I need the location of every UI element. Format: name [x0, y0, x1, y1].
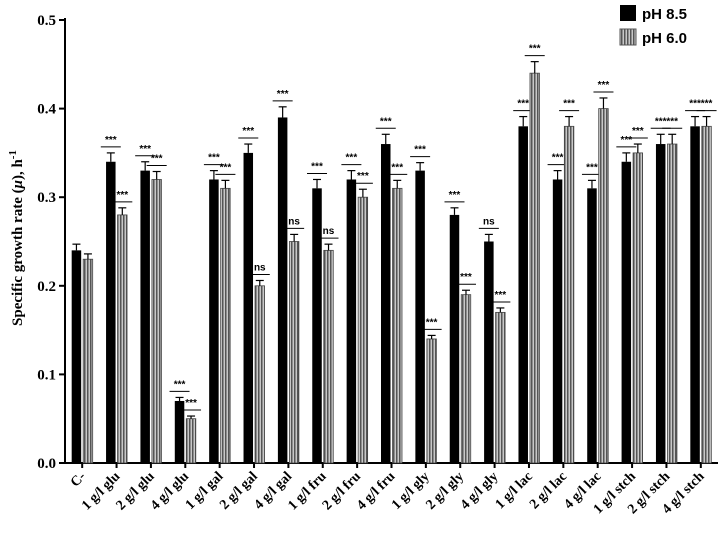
bar-ph85 — [587, 188, 597, 463]
significance-label: *** — [185, 398, 197, 409]
significance-label: *** — [380, 116, 392, 127]
bar-ph85 — [655, 144, 666, 464]
bar-ph85 — [106, 161, 116, 463]
bar-ph60 — [426, 338, 437, 464]
bar-ph85 — [312, 188, 322, 463]
x-tick-label: 4 g/l gly — [458, 469, 502, 513]
x-tick-label: 4 g/l fru — [354, 469, 398, 513]
x-tick-label: 1 g/l lac — [493, 469, 536, 512]
bar-ph85 — [415, 170, 425, 463]
significance-label: *** — [495, 290, 507, 301]
x-tick-label: C- — [68, 469, 89, 490]
plot-area: 0.00.10.20.30.40.5C-******1 g/l glu*****… — [37, 13, 718, 517]
y-tick-label: 0.1 — [37, 367, 56, 383]
bar-ph60 — [117, 214, 128, 464]
significance-label: *** — [357, 171, 369, 182]
bar-ph60 — [495, 311, 506, 464]
bar-ph85 — [209, 179, 219, 464]
bar-ph85 — [277, 117, 288, 464]
legend: pH 8.5 pH 6.0 — [619, 5, 687, 47]
bar-ph85 — [243, 152, 254, 463]
significance-label: *** — [689, 99, 701, 110]
significance-label: *** — [311, 161, 323, 172]
bar-ph60 — [598, 108, 609, 464]
y-axis-title-exp: -1 — [7, 150, 19, 159]
y-tick-label: 0.5 — [37, 13, 56, 29]
significance-label: *** — [529, 44, 541, 55]
y-tick-label: 0.4 — [37, 102, 56, 118]
bar-ph85 — [140, 170, 150, 463]
bar-ph85 — [174, 400, 185, 463]
bar-ph85 — [484, 241, 494, 463]
legend-swatch-ph60 — [619, 28, 637, 46]
significance-label: *** — [426, 317, 438, 328]
bar-ph60 — [220, 187, 231, 464]
bar-ph60 — [185, 418, 197, 464]
significance-label: *** — [666, 116, 678, 127]
bar-ph85 — [449, 214, 460, 463]
significance-label: ns — [483, 216, 495, 227]
legend-label-ph85: pH 8.5 — [642, 6, 687, 23]
bar-ph60 — [151, 179, 162, 464]
bar-ph85 — [690, 126, 700, 463]
significance-label: *** — [346, 153, 358, 164]
bar-ph60 — [392, 187, 403, 464]
bar-ph60 — [460, 294, 472, 464]
svg-text:Specific growth rate (μ), h-1: Specific growth rate (μ), h-1 — [7, 150, 26, 326]
bar-ph60 — [701, 125, 712, 464]
bar-ph85 — [518, 126, 528, 463]
bar-ph60 — [667, 143, 678, 464]
significance-label: *** — [391, 162, 403, 173]
significance-label: *** — [620, 135, 632, 146]
y-axis-title-tail: ), h — [10, 159, 26, 180]
significance-label: *** — [586, 162, 598, 173]
bar-ph60 — [323, 249, 334, 464]
bar-ph60 — [563, 125, 575, 464]
bar-ph60 — [529, 72, 540, 464]
significance-label: *** — [563, 99, 575, 110]
bar-ph60 — [288, 241, 300, 464]
y-axis-title: Specific growth rate (μ), h-1 — [7, 150, 26, 326]
y-tick-label: 0.3 — [37, 190, 56, 206]
significance-label: *** — [151, 154, 163, 165]
bar-ph85 — [552, 179, 563, 464]
significance-label: *** — [701, 99, 713, 110]
bar-ph60 — [82, 258, 94, 464]
y-tick-label: 0.2 — [37, 279, 56, 295]
significance-label: *** — [116, 190, 128, 201]
bar-ph85 — [381, 144, 391, 464]
significance-label: *** — [449, 190, 461, 201]
significance-label: *** — [598, 80, 610, 91]
bar-ph85 — [346, 179, 357, 464]
y-tick-label: 0.0 — [37, 456, 56, 472]
significance-label: *** — [139, 144, 151, 155]
legend-swatch-ph85 — [620, 5, 636, 21]
bar-ph85 — [621, 161, 632, 463]
significance-label: *** — [105, 135, 117, 146]
y-axis-title-symbol: μ — [10, 180, 26, 189]
significance-label: ns — [288, 216, 300, 227]
legend-label-ph60: pH 6.0 — [642, 30, 687, 47]
bar-ph60 — [357, 196, 369, 464]
significance-label: *** — [552, 153, 564, 164]
significance-label: *** — [632, 126, 644, 137]
significance-label: *** — [414, 145, 426, 156]
significance-label: ns — [323, 226, 335, 237]
y-axis-title-main: Specific growth rate ( — [10, 188, 26, 326]
bar-ph60 — [632, 152, 643, 464]
significance-label: *** — [517, 99, 529, 110]
bar-ph85 — [71, 250, 82, 463]
x-tick-label: 4 g/l glu — [148, 469, 192, 513]
significance-label: *** — [655, 116, 667, 127]
significance-label: *** — [277, 89, 289, 100]
significance-label: *** — [208, 153, 220, 164]
bar-ph60 — [254, 285, 265, 464]
significance-label: *** — [174, 379, 186, 390]
x-tick-label: 2 g/l lac — [527, 469, 570, 512]
significance-label: *** — [242, 126, 254, 137]
significance-label: ns — [254, 262, 266, 273]
significance-label: *** — [460, 272, 472, 283]
significance-label: *** — [220, 162, 232, 173]
